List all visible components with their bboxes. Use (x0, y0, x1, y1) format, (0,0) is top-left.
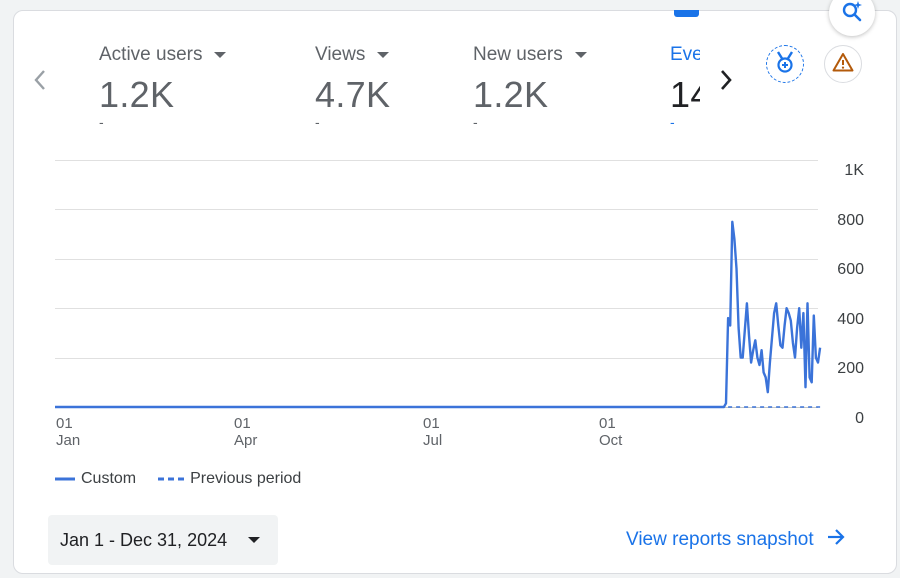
badge-button[interactable] (766, 45, 804, 83)
metric-active-users[interactable]: Active users 1.2K - (99, 44, 227, 130)
insights-button[interactable] (829, 0, 875, 36)
x-tick-day: 01 (599, 415, 616, 432)
grid-line (55, 308, 818, 309)
x-tick-label: 01 Apr (234, 415, 257, 449)
snapshot-link-label: View reports snapshot (626, 529, 814, 550)
metric-label: Active users (99, 44, 203, 65)
chevron-left-icon (33, 68, 47, 97)
next-metrics-button[interactable] (712, 62, 740, 102)
metric-change: - (670, 114, 675, 130)
y-tick-label: 200 (837, 360, 864, 377)
y-tick-label: 600 (837, 261, 864, 278)
chevron-down-icon[interactable] (377, 52, 390, 58)
chevron-down-icon (248, 537, 260, 543)
metric-value: 14 (670, 74, 700, 115)
grid-line (55, 358, 818, 359)
date-range-button[interactable]: Jan 1 - Dec 31, 2024 (48, 515, 278, 565)
x-tick-label: 01 Jul (423, 415, 442, 449)
grid-line (55, 160, 818, 161)
x-tick-day: 01 (56, 415, 73, 432)
x-tick-month: Jan (56, 432, 81, 449)
metric-change: - (315, 114, 320, 130)
chart-legend: Custom Previous period (55, 470, 323, 488)
grid-line (55, 209, 818, 210)
x-tick-day: 01 (234, 415, 251, 432)
active-metric-indicator (674, 10, 699, 17)
grid-line (55, 259, 818, 260)
metric-value: 1.2K (473, 74, 549, 115)
metric-label: Views (315, 44, 366, 65)
x-tick-month: Apr (234, 432, 258, 449)
legend-label: Previous period (190, 470, 302, 487)
legend-item-previous[interactable]: Previous period (158, 470, 301, 488)
x-tick-label: 01 Jan (56, 415, 80, 449)
search-sparkle-icon (840, 0, 864, 28)
metric-change: - (473, 114, 478, 130)
x-tick-day: 01 (423, 415, 440, 432)
y-tick-label: 800 (837, 212, 864, 229)
date-range-label: Jan 1 - Dec 31, 2024 (60, 529, 228, 550)
warning-icon (832, 52, 854, 77)
y-tick-label: 400 (837, 311, 864, 328)
previous-metrics-button[interactable] (26, 62, 54, 102)
metric-value: 1.2K (99, 74, 175, 115)
metric-views[interactable]: Views 4.7K - (315, 44, 390, 130)
x-tick-label: 01 Oct (599, 415, 622, 449)
chevron-right-icon (719, 68, 733, 97)
arrow-right-icon (826, 528, 846, 552)
x-tick-month: Oct (599, 432, 623, 449)
metric-value: 4.7K (315, 74, 391, 115)
y-tick-label: 1K (844, 162, 864, 179)
metric-events[interactable]: Eve 14 - (670, 44, 700, 144)
legend-label: Custom (81, 470, 137, 487)
chevron-down-icon[interactable] (214, 52, 227, 58)
y-tick-label: 0 (855, 410, 864, 427)
chevron-down-icon[interactable] (574, 52, 587, 58)
baseline (55, 407, 818, 408)
legend-solid-swatch (55, 477, 75, 481)
legend-dashed-swatch (158, 477, 185, 481)
metric-label: New users (473, 44, 563, 65)
legend-item-custom[interactable]: Custom (55, 470, 136, 488)
view-reports-snapshot-link[interactable]: View reports snapshot (626, 528, 846, 552)
metric-change: - (99, 114, 104, 130)
x-tick-month: Jul (423, 432, 443, 449)
metric-label: Eve (670, 44, 700, 65)
warning-button[interactable] (824, 45, 862, 83)
medal-icon (774, 50, 796, 79)
metric-new-users[interactable]: New users 1.2K - (473, 44, 587, 130)
